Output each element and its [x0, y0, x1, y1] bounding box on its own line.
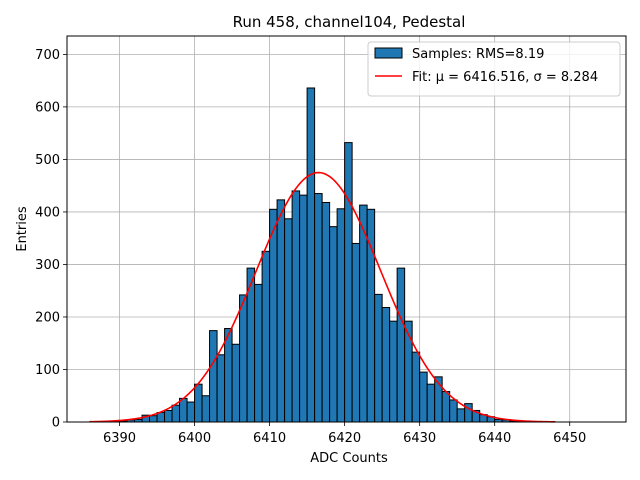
histogram-bar — [441, 391, 451, 423]
histogram-bar — [456, 408, 466, 423]
histogram-bar — [276, 199, 286, 423]
fit-curve — [89, 171, 555, 423]
x-tick-label: 6390 — [103, 431, 136, 446]
histogram-bar — [194, 383, 203, 423]
histogram-bar — [411, 351, 421, 423]
histogram-bars — [111, 87, 556, 423]
y-tick-label: 200 — [35, 310, 60, 325]
legend-box — [367, 41, 621, 97]
legend-label-samples: Samples: RMS=8.19 — [412, 47, 544, 62]
histogram-bar — [299, 194, 308, 423]
histogram-bar — [164, 409, 173, 423]
y-tick-label: 500 — [35, 153, 60, 168]
histogram-bar — [201, 395, 211, 423]
legend-swatch-samples — [374, 47, 403, 59]
y-axis-ticks: 0 100 200 300 400 500 600 700 — [35, 48, 67, 431]
histogram-bar — [306, 87, 316, 423]
histogram-bar — [426, 383, 436, 423]
histogram-bar — [254, 283, 263, 423]
legend-label-fit: Fit: μ = 6416.516, σ = 8.284 — [412, 70, 598, 85]
x-tick-label: 6440 — [478, 431, 511, 446]
y-axis-title: Entries — [15, 206, 30, 252]
histogram-bar — [156, 412, 166, 423]
histogram-bar — [419, 371, 428, 423]
histogram-bar — [449, 399, 458, 423]
histogram-bar — [171, 404, 181, 423]
histogram-bar — [396, 267, 406, 423]
histogram-bar — [321, 201, 331, 423]
histogram-bar — [314, 193, 323, 423]
histogram-bar — [344, 142, 353, 423]
histogram-bar — [336, 208, 346, 423]
y-tick-label: 300 — [35, 258, 60, 273]
histogram-bar — [389, 320, 398, 423]
legend: Samples: RMS=8.19 Fit: μ = 6416.516, σ =… — [367, 41, 621, 97]
histogram-bar — [351, 242, 361, 423]
histogram-bar — [404, 320, 413, 423]
plot-frame — [66, 35, 627, 423]
histogram-bar — [209, 330, 218, 423]
y-tick-label: 700 — [35, 48, 60, 63]
histogram-bar — [224, 328, 233, 423]
y-tick-label: 100 — [35, 363, 60, 378]
histogram-bar — [284, 218, 293, 423]
histogram-bar — [149, 415, 158, 423]
x-tick-label: 6410 — [253, 431, 286, 446]
y-tick-label: 600 — [35, 100, 60, 115]
histogram-bar — [179, 397, 188, 423]
histogram-bar — [374, 293, 383, 423]
histogram-bar — [231, 343, 241, 423]
x-tick-label: 6450 — [553, 431, 586, 446]
x-tick-label: 6420 — [328, 431, 361, 446]
x-axis-ticks: 6390 6400 6410 6420 6430 6440 6450 — [103, 422, 586, 446]
histogram-bar — [269, 208, 278, 423]
histogram-bar — [239, 294, 248, 423]
histogram-bar — [381, 307, 391, 423]
x-axis-title: ADC Counts — [310, 451, 388, 466]
y-tick-label: 0 — [52, 416, 60, 431]
x-tick-label: 6430 — [403, 431, 436, 446]
histogram-bar — [291, 190, 301, 423]
histogram-bar — [261, 250, 271, 423]
histogram-bar — [216, 354, 226, 423]
y-tick-label: 400 — [35, 205, 60, 220]
histogram-bar — [329, 226, 338, 423]
histogram-bar — [186, 401, 196, 423]
x-tick-label: 6400 — [178, 431, 211, 446]
chart-title: Run 458, channel104, Pedestal — [233, 13, 466, 31]
